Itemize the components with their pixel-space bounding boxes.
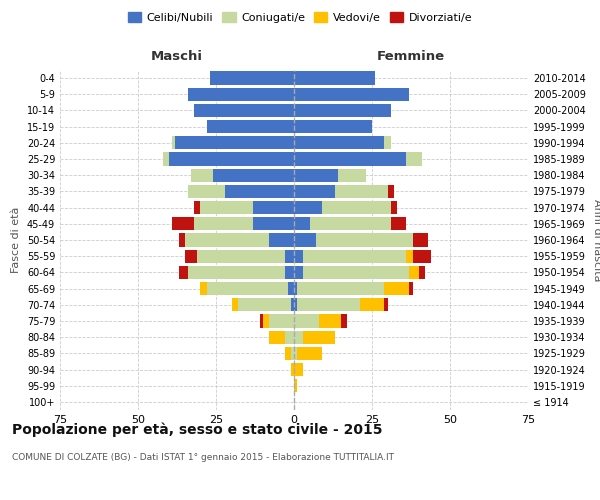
Bar — [297, 298, 359, 312]
Bar — [294, 168, 338, 182]
Bar — [341, 314, 347, 328]
Bar — [284, 330, 294, 344]
Bar — [188, 88, 294, 101]
Bar — [200, 201, 253, 214]
Bar — [409, 266, 419, 279]
Bar — [294, 234, 316, 246]
Bar — [238, 298, 291, 312]
Bar — [359, 298, 385, 312]
Bar — [294, 72, 375, 85]
Bar — [294, 266, 304, 279]
Bar — [310, 217, 391, 230]
Bar — [316, 234, 413, 246]
Bar — [297, 282, 385, 295]
Text: COMUNE DI COLZATE (BG) - Dati ISTAT 1° gennaio 2015 - Elaborazione TUTTITALIA.IT: COMUNE DI COLZATE (BG) - Dati ISTAT 1° g… — [12, 452, 394, 462]
Bar — [304, 250, 406, 263]
Text: Femmine: Femmine — [377, 50, 445, 63]
Bar — [284, 250, 294, 263]
Bar — [169, 152, 294, 166]
Bar — [294, 363, 304, 376]
Bar — [269, 330, 284, 344]
Bar — [263, 314, 269, 328]
Bar — [269, 234, 294, 246]
Bar — [294, 282, 297, 295]
Bar — [319, 314, 341, 328]
Bar — [172, 136, 175, 149]
Bar — [385, 136, 391, 149]
Bar — [188, 185, 226, 198]
Bar — [294, 217, 310, 230]
Bar — [419, 266, 425, 279]
Bar — [210, 72, 294, 85]
Bar — [294, 201, 322, 214]
Bar — [294, 136, 385, 149]
Text: Maschi: Maschi — [151, 50, 203, 63]
Bar — [413, 234, 428, 246]
Bar — [294, 88, 409, 101]
Bar — [185, 250, 197, 263]
Bar — [406, 152, 422, 166]
Bar — [338, 168, 366, 182]
Bar — [213, 168, 294, 182]
Bar — [175, 136, 294, 149]
Bar — [385, 282, 409, 295]
Bar — [179, 266, 188, 279]
Bar — [388, 185, 394, 198]
Bar — [409, 282, 413, 295]
Bar — [194, 217, 253, 230]
Bar — [294, 379, 297, 392]
Bar — [297, 346, 322, 360]
Bar — [172, 217, 194, 230]
Bar — [322, 201, 391, 214]
Bar — [226, 185, 294, 198]
Bar — [294, 104, 391, 117]
Bar — [191, 168, 213, 182]
Bar — [391, 217, 406, 230]
Bar — [185, 234, 269, 246]
Bar — [253, 217, 294, 230]
Bar — [200, 282, 206, 295]
Bar — [294, 330, 304, 344]
Bar — [206, 282, 288, 295]
Bar — [188, 266, 284, 279]
Bar — [294, 314, 319, 328]
Bar — [197, 250, 284, 263]
Bar — [294, 185, 335, 198]
Text: Popolazione per età, sesso e stato civile - 2015: Popolazione per età, sesso e stato civil… — [12, 422, 383, 437]
Bar — [232, 298, 238, 312]
Bar — [413, 250, 431, 263]
Bar — [291, 363, 294, 376]
Bar — [194, 201, 200, 214]
Bar — [304, 330, 335, 344]
Y-axis label: Fasce di età: Fasce di età — [11, 207, 21, 273]
Bar — [304, 266, 409, 279]
Bar — [179, 234, 185, 246]
Bar — [269, 314, 294, 328]
Bar — [294, 298, 297, 312]
Bar — [288, 282, 294, 295]
Bar — [206, 120, 294, 134]
Bar — [385, 298, 388, 312]
Legend: Celibi/Nubili, Coniugati/e, Vedovi/e, Divorziati/e: Celibi/Nubili, Coniugati/e, Vedovi/e, Di… — [124, 8, 476, 28]
Bar — [284, 346, 291, 360]
Bar — [294, 120, 372, 134]
Bar — [291, 346, 294, 360]
Bar — [253, 201, 294, 214]
Bar — [260, 314, 263, 328]
Bar — [294, 250, 304, 263]
Bar — [194, 104, 294, 117]
Bar — [284, 266, 294, 279]
Bar — [294, 152, 406, 166]
Bar — [294, 346, 297, 360]
Bar — [163, 152, 169, 166]
Bar — [406, 250, 413, 263]
Bar — [335, 185, 388, 198]
Bar — [391, 201, 397, 214]
Bar — [291, 298, 294, 312]
Y-axis label: Anni di nascita: Anni di nascita — [592, 198, 600, 281]
